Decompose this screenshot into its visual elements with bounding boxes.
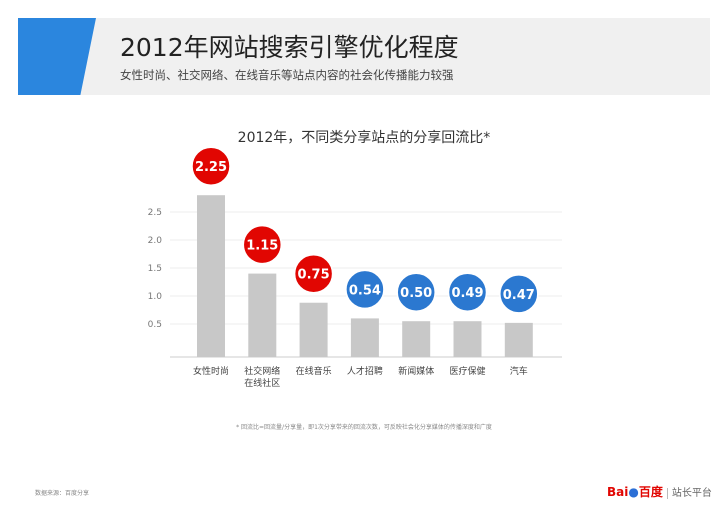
footnote: * 回流比=回流量/分享量，即1次分享带来的回流次数，可反映社会化分享媒体的传播… <box>236 424 492 431</box>
chart-title: 2012年，不同类分享站点的分享回流比* <box>237 130 491 146</box>
data-label: 0.50 <box>400 286 432 301</box>
data-label-circle <box>396 272 436 312</box>
page-subtitle: 女性时尚、社交网络、在线音乐等站点内容的社会化传播能力较强 <box>120 68 454 82</box>
x-tick-label: 在线社区 <box>244 377 280 389</box>
data-label-circle <box>242 224 283 265</box>
bar <box>197 195 225 357</box>
data-label-circle <box>499 274 539 314</box>
data-label-circle <box>447 272 488 312</box>
header-accent <box>18 18 96 95</box>
bar <box>248 273 277 357</box>
data-label-circle <box>191 146 231 186</box>
x-tick-label: 女性时尚 <box>193 365 229 377</box>
y-tick-label: 0.5 <box>148 320 162 330</box>
bar <box>350 318 379 357</box>
bar <box>402 321 431 357</box>
data-label: 0.75 <box>298 268 330 283</box>
y-tick-label: 1.0 <box>148 292 163 302</box>
logo-platform: 站长平台 <box>666 488 712 499</box>
data-label: 1.15 <box>246 239 278 254</box>
x-tick-label: 医疗保健 <box>449 365 485 377</box>
y-tick-label: 1.5 <box>148 264 162 274</box>
x-tick-label: 在线音乐 <box>296 365 332 377</box>
header-band <box>18 18 710 95</box>
data-label: 2.25 <box>195 160 227 175</box>
x-tick-label: 新闻媒体 <box>398 365 434 377</box>
y-tick-label: 2.0 <box>148 236 163 246</box>
data-label-circle <box>293 253 334 294</box>
x-tick-label: 汽车 <box>510 365 528 377</box>
page-title: 2012年网站搜索引擎优化程度 <box>120 33 459 62</box>
data-label: 0.49 <box>451 286 483 301</box>
x-tick-label: 人才招聘 <box>347 365 383 377</box>
bar <box>453 321 482 357</box>
data-source: 数据来源：百度分享 <box>35 490 90 497</box>
bar <box>504 322 533 357</box>
y-tick-label: 2.5 <box>148 208 162 218</box>
x-tick-label: 社交网络 <box>244 365 280 377</box>
data-label: 0.47 <box>503 288 535 303</box>
data-label-circle <box>345 269 385 310</box>
data-label: 0.54 <box>349 283 381 298</box>
bar <box>299 302 328 357</box>
baidu-logo: Bai●百度 站长平台 <box>607 485 712 499</box>
